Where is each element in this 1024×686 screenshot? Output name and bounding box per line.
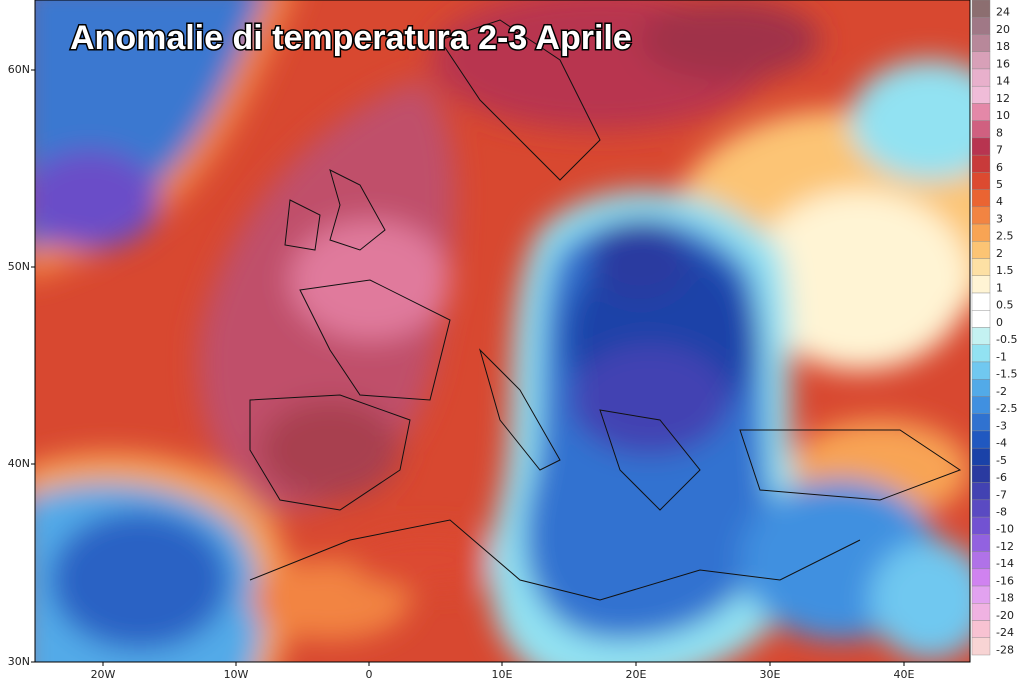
lon-label: 0	[366, 668, 373, 681]
colorbar-swatch	[971, 275, 991, 294]
anomaly-field	[35, 0, 970, 662]
colorbar-swatch	[971, 241, 991, 259]
lon-label: 40E	[894, 668, 915, 681]
colorbar-label: -20	[996, 609, 1014, 622]
colorbar-swatch	[971, 172, 991, 190]
colorbar-label: 12	[996, 92, 1010, 105]
lat-label: 60N	[8, 63, 30, 76]
colorbar-label: -1	[996, 350, 1007, 363]
lon-label: 10E	[492, 668, 513, 681]
coastlines	[249, 19, 962, 601]
colorbar-label: 4	[996, 195, 1003, 208]
colorbar-label: -10	[996, 523, 1014, 536]
colorbar-swatch	[971, 482, 991, 501]
colorbar-swatch	[971, 17, 991, 35]
colorbar-swatch	[971, 258, 991, 276]
colorbar-swatch	[971, 51, 991, 70]
colorbar: 24 20 18 16 14 12 10 8 7 6 5 4 3 2.5 2 1.5 1 0.5 0 -0.5 -1 -1…	[971, 0, 1017, 656]
colorbar-swatch	[971, 137, 991, 156]
colorbar-swatch	[971, 85, 991, 104]
colorbar-label: -4	[996, 437, 1007, 450]
colorbar-label: 0	[996, 316, 1003, 329]
colorbar-label: -16	[996, 574, 1014, 587]
colorbar-swatch	[971, 379, 991, 397]
lat-label: 40N	[8, 457, 30, 470]
colorbar-swatch	[971, 465, 991, 483]
colorbar-swatch	[971, 120, 991, 139]
lat-label: 50N	[8, 260, 30, 273]
colorbar-swatch	[971, 568, 991, 587]
map-title: Anomalie di temperatura 2-3 Aprile	[70, 19, 632, 57]
colorbar-label: 3	[996, 212, 1003, 225]
colorbar-swatch	[971, 396, 991, 414]
axis-ticks: 60N 50N 40N 30N 20W 10W 0 10E 20E 30E 40E	[8, 63, 915, 681]
lon-label: 20E	[626, 668, 647, 681]
colorbar-swatch	[971, 430, 991, 449]
colorbar-label: -0.5	[996, 333, 1017, 346]
colorbar-swatch	[971, 68, 991, 87]
colorbar-swatch	[971, 154, 991, 173]
colorbar-label: -5	[996, 454, 1007, 467]
colorbar-swatch	[971, 447, 991, 466]
lon-label: 30E	[760, 668, 781, 681]
colorbar-label: -12	[996, 540, 1014, 553]
colorbar-swatch	[971, 34, 991, 52]
colorbar-label: 2.5	[996, 230, 1014, 243]
colorbar-label: 2	[996, 247, 1003, 260]
colorbar-swatch	[971, 603, 991, 621]
colorbar-label: 7	[996, 144, 1003, 157]
colorbar-label: 20	[996, 23, 1010, 36]
colorbar-label: 1.5	[996, 264, 1014, 277]
colorbar-label: -28	[996, 643, 1014, 656]
colorbar-label: 10	[996, 109, 1010, 122]
colorbar-swatch	[971, 0, 991, 18]
lon-label: 20W	[91, 668, 116, 681]
colorbar-label: -3	[996, 419, 1007, 432]
colorbar-swatch	[971, 637, 991, 656]
colorbar-swatch	[971, 499, 991, 518]
colorbar-label: 0.5	[996, 299, 1014, 312]
colorbar-swatch	[971, 585, 991, 604]
colorbar-swatch	[971, 534, 991, 552]
colorbar-label: 1	[996, 281, 1003, 294]
colorbar-label: -8	[996, 505, 1007, 518]
colorbar-label: 18	[996, 40, 1010, 53]
colorbar-label: 5	[996, 178, 1003, 191]
colorbar-swatch	[971, 103, 991, 121]
lon-label: 10W	[224, 668, 249, 681]
colorbar-label: 14	[996, 75, 1010, 88]
colorbar-swatch	[971, 344, 991, 363]
colorbar-swatch	[971, 516, 991, 535]
colorbar-label: -24	[996, 626, 1014, 639]
colorbar-label: 24	[996, 6, 1010, 19]
colorbar-swatch	[971, 361, 991, 380]
colorbar-swatch	[971, 551, 991, 570]
colorbar-label: -14	[996, 557, 1014, 570]
colorbar-swatch	[971, 292, 991, 311]
colorbar-label: 16	[996, 57, 1010, 70]
colorbar-label: -2	[996, 385, 1007, 398]
lat-label: 30N	[8, 655, 30, 668]
colorbar-label: -6	[996, 471, 1007, 484]
colorbar-swatch	[971, 189, 991, 208]
colorbar-swatch	[971, 310, 991, 328]
colorbar-label: 6	[996, 161, 1003, 174]
colorbar-swatch	[971, 413, 991, 432]
colorbar-label: -1.5	[996, 368, 1017, 381]
colorbar-swatch	[971, 223, 991, 242]
colorbar-label: -7	[996, 488, 1007, 501]
colorbar-label: 8	[996, 126, 1003, 139]
colorbar-swatch	[971, 206, 991, 225]
colorbar-label: -18	[996, 592, 1014, 605]
colorbar-label: -2.5	[996, 402, 1017, 415]
colorbar-swatch	[971, 327, 991, 345]
colorbar-swatch	[971, 620, 991, 638]
